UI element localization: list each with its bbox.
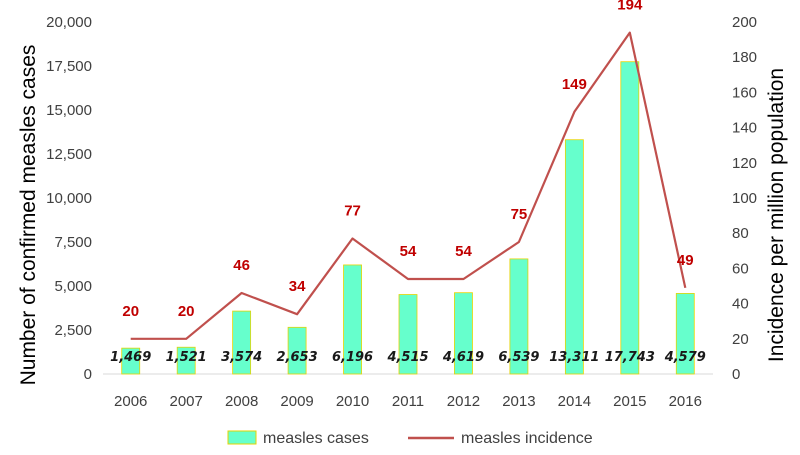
incidence-value-label: 34 (289, 278, 306, 295)
right-tick-label: 140 (732, 120, 757, 137)
right-tick-label: 40 (732, 296, 749, 313)
bar-2008 (232, 310, 252, 375)
left-axis-title: Number of confirmed measles cases (17, 45, 40, 386)
bar-value-label: 4,515 (386, 350, 428, 365)
incidence-value-label: 194 (617, 0, 643, 14)
x-tick-label: 2010 (336, 393, 369, 410)
incidence-value-label: 54 (400, 243, 417, 260)
right-tick-label: 200 (732, 14, 757, 31)
right-tick-label: 20 (732, 331, 749, 348)
x-tick-label: 2015 (613, 393, 646, 410)
bar-2016 (675, 293, 695, 375)
right-axis-title: Incidence per million population (765, 68, 788, 362)
right-tick-label: 80 (732, 225, 749, 242)
x-tick-label: 2009 (280, 393, 313, 410)
bar-value-label: 6,196 (332, 350, 373, 365)
left-tick-label: 20,000 (46, 14, 92, 31)
left-tick-label: 0 (84, 366, 92, 383)
left-tick-label: 2,500 (54, 322, 92, 339)
incidence-value-label: 20 (178, 303, 195, 320)
bar-2007 (176, 346, 196, 375)
incidence-line (130, 31, 687, 340)
bar-2009 (287, 326, 307, 375)
legend: measles cases measles incidence (227, 430, 593, 447)
right-tick-label: 0 (732, 366, 740, 383)
line-labels: 20 20 46 34 77 54 54 75 149 194 49 (122, 0, 693, 320)
incidence-value-label: 46 (233, 257, 250, 274)
left-tick-label: 5,000 (54, 278, 92, 295)
right-tick-label: 100 (732, 190, 757, 207)
right-tick-label: 180 (732, 49, 757, 66)
left-tick-label: 12,500 (46, 146, 92, 163)
x-tick-label: 2011 (392, 393, 424, 410)
right-tick-label: 120 (732, 155, 757, 172)
bar-2011 (398, 294, 418, 375)
right-tick-label: 60 (732, 260, 749, 277)
incidence-value-label: 75 (511, 206, 528, 223)
legend-swatch-measles-cases (227, 430, 257, 445)
incidence-value-label: 77 (344, 202, 361, 219)
x-tick-label: 2008 (225, 393, 258, 410)
bar-labels: 1,469 1,521 3,574 2,653 6,196 4,515 4,619 6,539… (110, 350, 706, 365)
bar-value-label: 4,579 (664, 350, 706, 365)
x-tick-label: 2013 (502, 393, 535, 410)
left-tick-label: 15,000 (46, 102, 92, 119)
bar-value-label: 2,653 (277, 350, 318, 365)
bar-2010 (343, 264, 362, 375)
x-tick-label: 2006 (114, 393, 147, 410)
left-tick-label: 7,500 (54, 234, 92, 251)
incidence-value-label: 49 (677, 252, 694, 269)
right-tick-label: 160 (732, 84, 757, 101)
bar-2014 (564, 139, 584, 375)
axes: 0 2,500 5,000 7,500 10,000 12,500 15,000 17,500… (46, 14, 757, 410)
bar-value-label: 1,521 (166, 350, 207, 365)
bar-value-label: 6,539 (498, 350, 539, 365)
x-tick-label: 2007 (169, 393, 202, 410)
bars (121, 61, 695, 375)
left-tick-label: 17,500 (46, 58, 92, 75)
bar-value-label: 13,311 (549, 350, 599, 365)
bar-2006 (121, 347, 141, 375)
legend-label-measles-incidence: measles incidence (461, 430, 593, 447)
incidence-value-label: 20 (122, 303, 139, 320)
bar-value-label: 1,469 (110, 350, 151, 365)
left-tick-label: 10,000 (46, 190, 92, 207)
bar-2012 (454, 292, 473, 375)
bar-value-label: 4,619 (442, 350, 484, 365)
bar-2015 (620, 61, 640, 375)
legend-label-measles-cases: measles cases (263, 430, 369, 447)
incidence-value-label: 149 (562, 76, 587, 93)
x-tick-label: 2016 (669, 393, 702, 410)
x-tick-label: 2012 (447, 393, 480, 410)
bar-value-label: 17,743 (605, 350, 655, 365)
bar-value-label: 3,574 (221, 350, 262, 365)
x-tick-label: 2014 (558, 393, 591, 410)
incidence-value-label: 54 (455, 243, 472, 260)
incidence-polyline (130, 31, 687, 340)
bar-2013 (509, 258, 529, 375)
